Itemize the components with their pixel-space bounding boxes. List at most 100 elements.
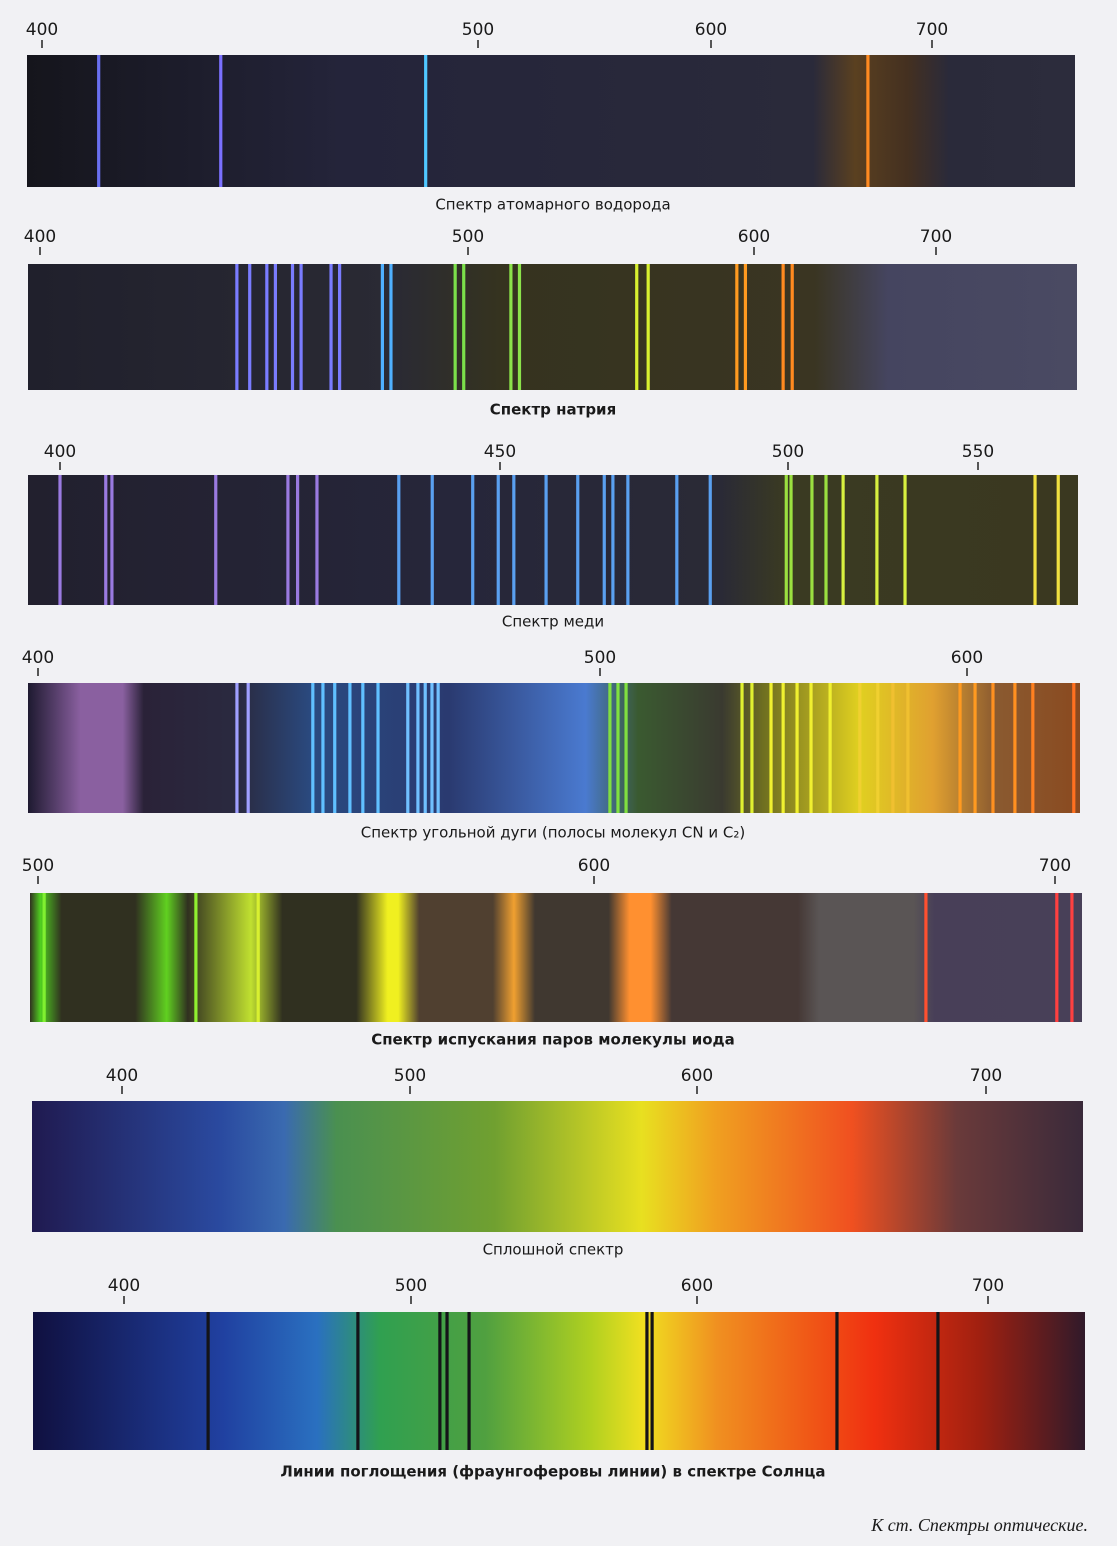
spectral-line bbox=[467, 1312, 471, 1450]
spectral-line bbox=[810, 475, 814, 605]
spectral-line bbox=[743, 264, 748, 390]
spectral-line bbox=[602, 475, 606, 605]
tick-label: 600 bbox=[681, 1066, 713, 1086]
spectral-line bbox=[1033, 475, 1037, 605]
spectral-line bbox=[445, 1312, 449, 1450]
tick-label: 500 bbox=[22, 856, 54, 876]
tick-label: 700 bbox=[970, 1066, 1002, 1086]
tick-label: 400 bbox=[22, 648, 54, 668]
tick-label: 400 bbox=[108, 1276, 140, 1296]
spectrum-band bbox=[30, 893, 1082, 1022]
spectral-line bbox=[423, 683, 427, 813]
spectral-line bbox=[1055, 893, 1059, 1022]
spectral-line bbox=[333, 683, 337, 813]
spectral-line bbox=[903, 475, 907, 605]
spectral-line bbox=[891, 683, 895, 813]
spectral-line bbox=[296, 475, 300, 605]
footer: К ст. Спектры оптические. bbox=[870, 1515, 1088, 1535]
spectral-line bbox=[841, 475, 845, 605]
spectral-line bbox=[828, 683, 832, 813]
tick-label: 600 bbox=[951, 648, 983, 668]
spectral-line bbox=[795, 683, 799, 813]
spectral-line bbox=[471, 475, 475, 605]
caption: Спектр меди bbox=[502, 613, 604, 631]
spectral-line bbox=[544, 475, 548, 605]
spectral-line bbox=[265, 264, 269, 390]
spectral-line bbox=[361, 683, 365, 813]
spectral-line bbox=[958, 683, 962, 813]
spectral-line bbox=[389, 264, 393, 390]
spectral-line bbox=[356, 1312, 360, 1450]
spectral-line bbox=[424, 55, 428, 187]
spectral-line bbox=[611, 475, 615, 605]
spectral-line bbox=[781, 264, 785, 390]
spectral-line bbox=[866, 55, 870, 187]
tick-label: 500 bbox=[394, 1066, 426, 1086]
spectral-line bbox=[453, 264, 457, 390]
tick-label: 450 bbox=[484, 442, 516, 462]
spectral-line bbox=[646, 264, 650, 390]
spectral-line bbox=[624, 683, 628, 813]
spectral-line bbox=[876, 683, 880, 813]
spectral-line bbox=[462, 264, 466, 390]
tick-label: 400 bbox=[106, 1066, 138, 1086]
tick-label: 400 bbox=[26, 20, 58, 40]
spectral-line bbox=[708, 475, 712, 605]
spectral-line bbox=[206, 1312, 210, 1450]
tick-label: 500 bbox=[462, 20, 494, 40]
spectral-line bbox=[214, 475, 218, 605]
caption: Линии поглощения (фраунгоферовы линии) в… bbox=[280, 1463, 825, 1481]
spectral-line bbox=[380, 264, 384, 390]
spectral-line bbox=[906, 683, 910, 813]
spectral-line bbox=[104, 475, 108, 605]
spectral-line bbox=[397, 475, 401, 605]
spectral-line bbox=[299, 264, 303, 390]
spectral-line bbox=[608, 683, 612, 813]
spectral-line bbox=[273, 264, 277, 390]
spectral-line bbox=[509, 264, 513, 390]
caption: Спектр натрия bbox=[490, 401, 616, 419]
spectrum-band bbox=[33, 1312, 1085, 1450]
spectral-line bbox=[936, 1312, 940, 1450]
spectral-line bbox=[246, 683, 250, 813]
spectral-line bbox=[1070, 893, 1074, 1022]
tick-label: 700 bbox=[916, 20, 948, 40]
spectral-line bbox=[1056, 475, 1060, 605]
spectral-line bbox=[235, 264, 239, 390]
spectral-line bbox=[416, 683, 420, 813]
spectral-line bbox=[735, 264, 739, 390]
spectral-line bbox=[496, 475, 500, 605]
tick-label: 600 bbox=[738, 227, 770, 247]
tick-label: 500 bbox=[772, 442, 804, 462]
caption: Сплошной спектр bbox=[483, 1241, 624, 1259]
spectrum-band bbox=[28, 475, 1078, 605]
tick-label: 400 bbox=[44, 442, 76, 462]
spectral-line bbox=[769, 683, 773, 813]
spectral-line bbox=[110, 475, 114, 605]
spectral-line bbox=[348, 683, 352, 813]
tick-label: 600 bbox=[695, 20, 727, 40]
spectral-line bbox=[436, 683, 440, 813]
spectral-line bbox=[809, 683, 813, 813]
spectral-line bbox=[321, 683, 325, 813]
tick-label: 500 bbox=[395, 1276, 427, 1296]
spectral-line bbox=[97, 55, 101, 187]
spectral-line bbox=[194, 893, 198, 1022]
tick-label: 700 bbox=[1039, 856, 1071, 876]
spectral-line bbox=[991, 683, 995, 813]
spectral-line bbox=[790, 264, 794, 390]
spectral-line bbox=[438, 1312, 442, 1450]
spectral-line bbox=[858, 683, 862, 813]
caption: Спектр угольной дуги (полосы молекул CN … bbox=[361, 824, 746, 842]
spectral-line bbox=[824, 475, 828, 605]
spectral-line bbox=[329, 264, 333, 390]
spectral-line bbox=[517, 264, 522, 390]
tick-label: 500 bbox=[584, 648, 616, 668]
spectral-line bbox=[235, 683, 239, 813]
spectrum-band bbox=[28, 683, 1080, 813]
tick-label: 700 bbox=[972, 1276, 1004, 1296]
spectral-line bbox=[973, 683, 977, 813]
spectral-line bbox=[58, 475, 62, 605]
tick-label: 550 bbox=[962, 442, 994, 462]
